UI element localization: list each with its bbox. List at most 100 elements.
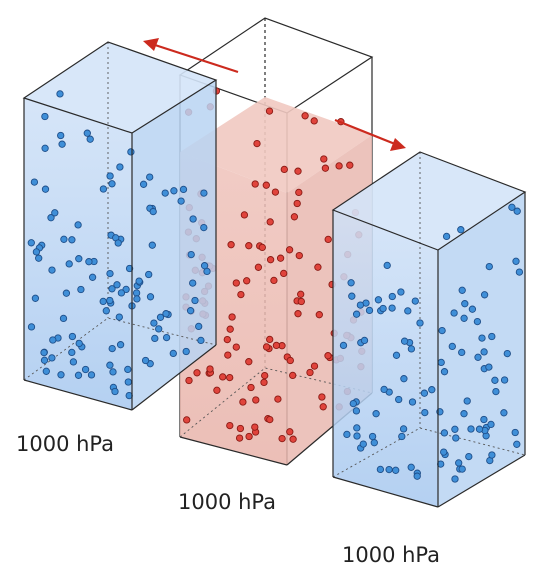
particle bbox=[294, 167, 302, 175]
particle bbox=[270, 276, 278, 285]
particle bbox=[513, 440, 521, 448]
particle bbox=[266, 415, 274, 424]
particle bbox=[237, 290, 245, 299]
particle bbox=[383, 261, 391, 270]
particle bbox=[321, 164, 330, 172]
particle bbox=[372, 410, 380, 418]
particle bbox=[191, 296, 199, 305]
particle bbox=[512, 257, 520, 265]
particle bbox=[290, 213, 299, 221]
particle bbox=[399, 425, 408, 433]
particle bbox=[261, 371, 269, 380]
particle bbox=[27, 323, 36, 331]
particle bbox=[289, 371, 297, 380]
particle bbox=[492, 387, 500, 396]
particle bbox=[404, 307, 412, 315]
particle bbox=[183, 416, 191, 424]
particle bbox=[251, 423, 259, 431]
column-left-side-face bbox=[132, 80, 216, 410]
particle bbox=[278, 434, 286, 443]
particle bbox=[388, 292, 396, 301]
particle bbox=[343, 430, 351, 439]
column-right-pressure-label: 1000 hPa bbox=[342, 543, 441, 567]
column-right-particles bbox=[339, 203, 524, 483]
column-right bbox=[331, 151, 527, 508]
particle bbox=[149, 207, 157, 216]
particle bbox=[30, 178, 39, 186]
particle bbox=[513, 207, 521, 215]
particle bbox=[145, 270, 153, 279]
particle bbox=[437, 358, 445, 367]
particle bbox=[500, 376, 509, 384]
particle bbox=[480, 415, 488, 424]
particle bbox=[206, 365, 214, 373]
particle bbox=[251, 180, 259, 188]
particle bbox=[139, 180, 148, 188]
particle bbox=[467, 425, 475, 433]
particle bbox=[438, 326, 446, 335]
particle bbox=[127, 148, 135, 156]
particle bbox=[440, 368, 449, 376]
particle bbox=[115, 313, 123, 321]
particle bbox=[68, 332, 77, 341]
particle bbox=[335, 162, 343, 170]
particle bbox=[200, 189, 208, 197]
particle bbox=[274, 395, 282, 403]
column-center-fill-top bbox=[180, 97, 372, 193]
particle bbox=[485, 262, 493, 271]
column-right-top-face bbox=[333, 152, 525, 250]
particle bbox=[189, 215, 197, 223]
particle bbox=[99, 297, 107, 306]
particle bbox=[488, 451, 496, 459]
particle bbox=[247, 383, 255, 392]
arrow-left-icon bbox=[143, 38, 239, 74]
particle bbox=[161, 189, 169, 197]
particle bbox=[480, 348, 488, 356]
particle bbox=[169, 349, 177, 358]
particle bbox=[31, 294, 40, 302]
particle bbox=[388, 304, 396, 312]
particle bbox=[155, 325, 163, 333]
particle bbox=[400, 337, 409, 345]
particle bbox=[468, 305, 477, 313]
particle bbox=[162, 333, 171, 342]
particle bbox=[252, 396, 260, 404]
particle bbox=[148, 241, 156, 249]
particle bbox=[57, 371, 65, 379]
particle bbox=[223, 335, 231, 344]
particle bbox=[353, 432, 361, 440]
particle bbox=[245, 432, 253, 441]
particle bbox=[339, 341, 348, 350]
particle bbox=[416, 319, 424, 327]
particle bbox=[353, 424, 361, 432]
particle bbox=[503, 349, 511, 358]
particle bbox=[109, 368, 117, 376]
particle bbox=[88, 273, 97, 281]
particle bbox=[380, 385, 388, 394]
particle bbox=[59, 314, 68, 323]
particle bbox=[276, 254, 285, 262]
particle bbox=[379, 304, 387, 313]
particle bbox=[87, 371, 96, 379]
particle bbox=[272, 341, 281, 350]
particle bbox=[420, 389, 429, 397]
particle bbox=[102, 307, 110, 315]
particle bbox=[108, 180, 116, 188]
column-left-pressure-label: 1000 hPa bbox=[16, 432, 115, 456]
particle bbox=[106, 361, 114, 369]
particle bbox=[40, 348, 48, 357]
particle bbox=[116, 163, 124, 171]
particle bbox=[266, 218, 274, 226]
particle bbox=[428, 386, 436, 394]
particle bbox=[58, 140, 66, 148]
particle bbox=[86, 135, 94, 143]
particle bbox=[56, 90, 64, 98]
particle bbox=[458, 348, 466, 357]
particle bbox=[146, 173, 154, 181]
particle bbox=[232, 279, 240, 287]
particle bbox=[65, 260, 73, 268]
particle bbox=[451, 425, 459, 433]
particle bbox=[111, 387, 119, 396]
particle bbox=[219, 373, 227, 381]
